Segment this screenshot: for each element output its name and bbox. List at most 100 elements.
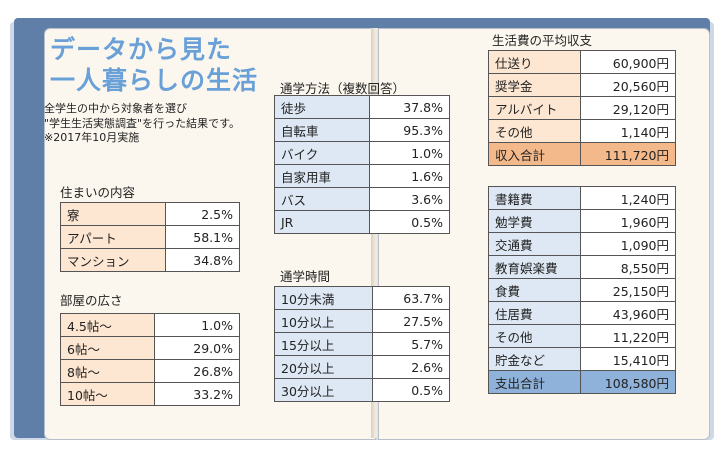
table-row: 仕送り 60,900円 xyxy=(487,50,676,74)
commute-time-label: 30分以上 xyxy=(274,378,373,402)
room-size-value: 26.8% xyxy=(153,359,241,383)
table-row: 10分未満 63.7% xyxy=(274,286,451,310)
commute-time-heading: 通学時間 xyxy=(280,269,331,284)
income-total-value: 111,720円 xyxy=(580,142,676,166)
income-value: 29,120円 xyxy=(580,96,676,120)
title-line-2: 一人暮らしの生活 xyxy=(50,66,259,95)
expense-value: 1,960円 xyxy=(580,209,676,233)
housing-table: 寮 2.5% アパート 58.1% マンション 34.8% xyxy=(59,202,240,272)
table-row: 寮 2.5% xyxy=(59,202,240,226)
room-size-label: 6帖〜 xyxy=(60,336,155,360)
table-row: 食費 25,150円 xyxy=(487,278,676,302)
commute-method-value: 0.5% xyxy=(369,210,450,234)
income-total-row: 収入合計 111,720円 xyxy=(487,142,676,166)
housing-value: 34.8% xyxy=(165,248,240,272)
commute-time-label: 15分以上 xyxy=(274,332,373,356)
commute-time-value: 0.5% xyxy=(371,378,451,402)
expense-label: 交通費 xyxy=(487,232,582,256)
expense-label: 貯金など xyxy=(487,347,582,371)
income-table: 仕送り 60,900円 奨学金 20,560円 アルバイト 29,120円 その他 1,… xyxy=(487,50,676,166)
commute-method-label: 徒歩 xyxy=(273,95,371,119)
expense-value: 1,240円 xyxy=(580,186,676,210)
budget-heading: 生活費の平均収支 xyxy=(492,33,593,48)
table-row: 貯金など 15,410円 xyxy=(487,347,676,371)
table-row: 20分以上 2.6% xyxy=(274,355,451,379)
commute-time-label: 10分以上 xyxy=(274,309,373,333)
housing-label: 寮 xyxy=(59,202,167,226)
expense-total-value: 108,580円 xyxy=(580,370,676,394)
table-row: 10分以上 27.5% xyxy=(274,309,451,333)
income-label: 仕送り xyxy=(487,50,582,74)
commute-method-table: 徒歩 37.8% 自転車 95.3% バイク 1.0% 自家用車 1.6% バス 3.6%… xyxy=(273,95,450,234)
description-line-1: 全学生の中から対象者を選び xyxy=(44,102,187,115)
room-size-value: 29.0% xyxy=(153,336,241,360)
expense-label: 教育娯楽費 xyxy=(487,255,582,279)
title-line-1: データから見た xyxy=(50,35,233,64)
commute-time-table: 10分未満 63.7% 10分以上 27.5% 15分以上 5.7% 20分以上 2.6… xyxy=(274,286,451,402)
commute-method-label: 自家用車 xyxy=(273,164,371,188)
commute-time-label: 20分以上 xyxy=(274,355,373,379)
room-size-label: 4.5帖〜 xyxy=(60,313,155,337)
commute-method-label: バイク xyxy=(273,141,371,165)
table-row: 4.5帖〜 1.0% xyxy=(60,313,241,337)
housing-label: アパート xyxy=(59,225,167,249)
room-size-label: 8帖〜 xyxy=(60,359,155,383)
table-row: 徒歩 37.8% xyxy=(273,95,450,119)
housing-value: 2.5% xyxy=(165,202,240,226)
description-line-3: ※2017年10月実施 xyxy=(44,131,140,144)
expense-value: 11,220円 xyxy=(580,324,676,348)
income-label: アルバイト xyxy=(487,96,582,120)
income-label: その他 xyxy=(487,119,582,143)
expense-label: 勉学費 xyxy=(487,209,582,233)
expense-label: 食費 xyxy=(487,278,582,302)
commute-time-value: 5.7% xyxy=(371,332,451,356)
commute-method-label: JR xyxy=(273,210,371,234)
commute-method-label: バス xyxy=(273,187,371,211)
description-line-2: "学生生活実態調査"を行った結果です。 xyxy=(44,116,241,130)
expense-value: 8,550円 xyxy=(580,255,676,279)
page-title: データから見た 一人暮らしの生活 xyxy=(50,34,258,96)
description: 全学生の中から対象者を選び "学生生活実態調査"を行った結果です。 ※2017年… xyxy=(44,102,240,146)
expense-total-row: 支出合計 108,580円 xyxy=(487,370,676,394)
table-row: バス 3.6% xyxy=(273,187,450,211)
table-row: 教育娯楽費 8,550円 xyxy=(487,255,676,279)
table-row: マンション 34.8% xyxy=(59,248,240,272)
table-row: 10帖〜 33.2% xyxy=(60,382,241,406)
table-row: JR 0.5% xyxy=(273,210,450,234)
table-row: 奨学金 20,560円 xyxy=(487,73,676,97)
table-row: 30分以上 0.5% xyxy=(274,378,451,402)
housing-value: 58.1% xyxy=(165,225,240,249)
table-row: その他 1,140円 xyxy=(487,119,676,143)
room-size-label: 10帖〜 xyxy=(60,382,155,406)
table-row: その他 11,220円 xyxy=(487,324,676,348)
room-size-value: 1.0% xyxy=(153,313,241,337)
income-total-label: 収入合計 xyxy=(487,142,582,166)
commute-method-value: 95.3% xyxy=(369,118,450,142)
housing-heading: 住まいの内容 xyxy=(60,185,136,200)
commute-method-heading: 通学方法（複数回答） xyxy=(280,81,406,96)
commute-time-value: 2.6% xyxy=(371,355,451,379)
room-size-heading: 部屋の広さ xyxy=(60,293,123,308)
table-row: 15分以上 5.7% xyxy=(274,332,451,356)
room-size-table: 4.5帖〜 1.0% 6帖〜 29.0% 8帖〜 26.8% 10帖〜 33.2% xyxy=(60,313,241,406)
housing-label: マンション xyxy=(59,248,167,272)
table-row: 書籍費 1,240円 xyxy=(487,186,676,210)
commute-time-value: 27.5% xyxy=(371,309,451,333)
table-row: 8帖〜 26.8% xyxy=(60,359,241,383)
expense-label: その他 xyxy=(487,324,582,348)
table-row: 自家用車 1.6% xyxy=(273,164,450,188)
expense-label: 住居費 xyxy=(487,301,582,325)
expense-total-label: 支出合計 xyxy=(487,370,582,394)
table-row: 自転車 95.3% xyxy=(273,118,450,142)
table-row: 交通費 1,090円 xyxy=(487,232,676,256)
expense-table: 書籍費 1,240円 勉学費 1,960円 交通費 1,090円 教育娯楽費 8,550… xyxy=(487,186,676,394)
table-row: アルバイト 29,120円 xyxy=(487,96,676,120)
income-value: 1,140円 xyxy=(580,119,676,143)
commute-method-value: 37.8% xyxy=(369,95,450,119)
commute-time-label: 10分未満 xyxy=(274,286,373,310)
expense-value: 1,090円 xyxy=(580,232,676,256)
income-label: 奨学金 xyxy=(487,73,582,97)
income-value: 20,560円 xyxy=(580,73,676,97)
commute-method-value: 1.0% xyxy=(369,141,450,165)
expense-value: 15,410円 xyxy=(580,347,676,371)
